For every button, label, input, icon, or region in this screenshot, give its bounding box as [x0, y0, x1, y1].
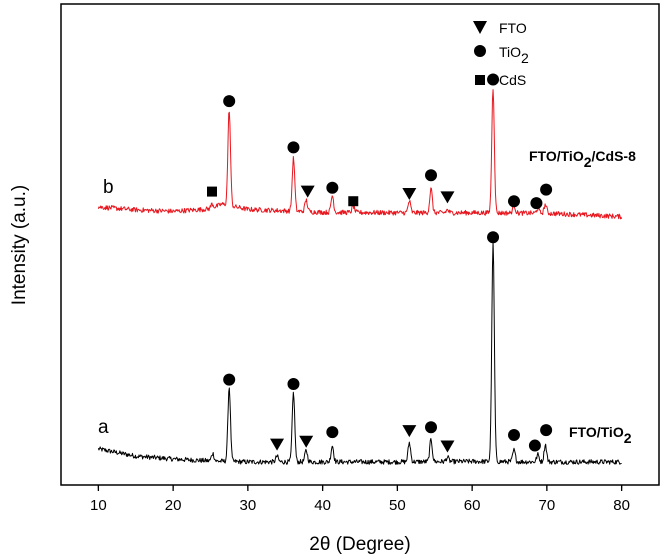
tio2-circle-marker	[287, 377, 300, 390]
tio2-circle-marker	[287, 141, 300, 154]
legend-label-tio2-main: TiO	[499, 44, 521, 60]
tio2-circle-marker	[223, 373, 236, 386]
x-tick-label: 30	[240, 497, 257, 514]
x-tick-label: 20	[165, 497, 182, 514]
fto-triangle-marker	[440, 440, 455, 453]
fto-triangle-marker	[270, 438, 285, 451]
tio2-circle-marker	[530, 197, 543, 210]
legend-item-fto: FTO	[473, 20, 527, 36]
x-tick-label: 70	[539, 497, 556, 514]
tio2-circle-marker	[425, 169, 438, 182]
sample-label-b-sub: 2	[584, 154, 592, 170]
tio2-circle-marker	[487, 231, 500, 244]
tio2-circle-marker	[326, 181, 339, 194]
x-tick-label: 50	[389, 497, 406, 514]
cds-square-marker	[206, 186, 217, 197]
fto-triangle-marker	[402, 187, 417, 200]
tio2-circle-marker	[540, 183, 553, 196]
series-line-a	[97, 241, 622, 465]
legend-label-tio2-sub: 2	[521, 50, 529, 66]
y-axis-title: Intensity (a.u.)	[9, 185, 30, 305]
legend-triangle-down-icon	[473, 21, 487, 34]
sample-label-a: FTO/TiO2	[569, 424, 632, 446]
legend-label-tio2: TiO2	[499, 44, 529, 66]
tio2-circle-marker	[425, 421, 438, 434]
sample-label-a-sub: 2	[624, 430, 632, 446]
tio2-circle-marker	[507, 195, 520, 208]
x-tick-label: 40	[314, 497, 331, 514]
legend-item-cds: CdS	[475, 72, 526, 88]
x-tick-label: 80	[613, 497, 630, 514]
series-line-b	[97, 89, 623, 220]
x-tick-label: 10	[90, 497, 107, 514]
tio2-circle-marker	[507, 428, 520, 441]
legend-item-tio2: TiO2	[474, 44, 529, 66]
cds-square-marker	[348, 196, 359, 207]
fto-triangle-marker	[299, 435, 314, 448]
sample-label-b-main: FTO/TiO	[529, 148, 584, 164]
peak-markers	[206, 73, 553, 453]
x-axis-ticks: 10 20 30 40 50 60 70 80	[90, 485, 630, 514]
curve-letter-b: b	[103, 177, 114, 198]
fto-triangle-marker	[300, 185, 315, 198]
legend: FTO TiO2 CdS	[473, 20, 529, 88]
tio2-circle-marker	[540, 424, 553, 437]
legend-label-fto: FTO	[499, 20, 527, 36]
tio2-circle-marker	[223, 95, 236, 108]
sample-label-b-tail: /CdS-8	[592, 148, 637, 164]
plot-frame	[60, 3, 660, 486]
sample-label-a-main: FTO/TiO	[569, 424, 624, 440]
curve-letter-a: a	[98, 417, 109, 438]
legend-square-icon	[475, 75, 485, 85]
tio2-circle-marker	[326, 426, 339, 439]
sample-label-b: FTO/TiO2/CdS-8	[529, 148, 636, 170]
legend-label-cds: CdS	[499, 72, 526, 88]
tio2-circle-marker	[487, 73, 500, 86]
fto-triangle-marker	[440, 191, 455, 204]
legend-circle-icon	[474, 45, 486, 57]
tio2-circle-marker	[528, 439, 541, 452]
fto-triangle-marker	[402, 425, 417, 438]
x-tick-label: 60	[464, 497, 481, 514]
series-layer	[97, 89, 623, 465]
x-axis-title: 2θ (Degree)	[309, 534, 410, 555]
